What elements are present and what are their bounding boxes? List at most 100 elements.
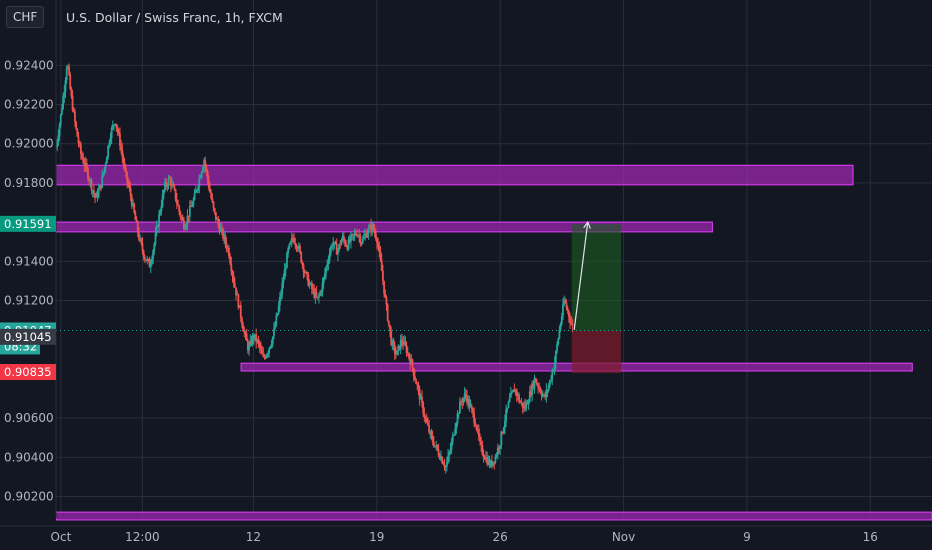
candle-body-180: [268, 348, 271, 353]
candle-body-351: [470, 405, 473, 409]
candle-body-82: [152, 250, 155, 260]
zone-base[interactable]: [55, 511, 932, 521]
zone-resistance[interactable]: [55, 164, 854, 186]
candle-body-255: [357, 235, 359, 236]
y-tick-label-1: 0.92200: [4, 98, 54, 112]
candle-body-428: [562, 304, 564, 317]
candle-body-124: [201, 167, 204, 172]
candle-body-310: [422, 402, 425, 414]
candle-body-203: [295, 244, 298, 248]
candle-body-120: [197, 186, 200, 190]
candle-body-340: [457, 413, 460, 415]
candle-body-354: [474, 422, 477, 426]
chart-title: U.S. Dollar / Swiss Franc, 1h, FXCM: [66, 10, 283, 25]
candle-body-244: [344, 239, 346, 245]
candle-body-115: [191, 205, 194, 207]
candle-body-317: [430, 431, 433, 437]
candle-body-29: [89, 180, 92, 182]
candle-body-193: [283, 269, 286, 280]
candle-body-416: [547, 385, 550, 391]
y-tick-label-6: 0.90600: [4, 411, 54, 425]
candle-body-130: [209, 187, 211, 193]
candle-body-156: [239, 305, 242, 319]
candle-body-18: [76, 128, 79, 137]
candle-body-109: [184, 228, 187, 230]
candle-body-252: [353, 233, 356, 235]
candle-body-63: [129, 188, 132, 197]
candle-body-378: [502, 427, 505, 434]
candle-body-189: [278, 297, 281, 306]
candle-body-39: [101, 175, 104, 188]
x-axis[interactable]: Oct 12:00 12 19 26 Nov 9 16: [0, 525, 932, 550]
candle-body-318: [431, 436, 434, 442]
y-tick-label-0: 0.92400: [4, 58, 54, 72]
candle-body-22: [81, 154, 83, 158]
candle-body-294: [403, 341, 406, 345]
candle-body-73: [141, 243, 144, 251]
candle-body-19: [77, 136, 80, 144]
candle-body-307: [418, 388, 421, 400]
candle-body-40: [102, 172, 105, 176]
candle-body-84: [154, 233, 157, 244]
candle-body-53: [117, 132, 120, 134]
candle-body-417: [549, 380, 551, 386]
candle-body-146: [228, 247, 230, 257]
candle-body-188: [277, 305, 280, 314]
candle-body-128: [206, 171, 209, 180]
candle-body-55: [120, 146, 123, 150]
candle-body-348: [467, 399, 470, 403]
candle-body-24: [83, 162, 86, 166]
long-position-tool[interactable]: [571, 224, 622, 373]
candle-body-83: [153, 243, 156, 251]
candle-body-223: [319, 291, 322, 296]
candle-body-408: [538, 387, 541, 389]
candle-body-287: [395, 353, 397, 355]
candle-body-103: [177, 203, 179, 206]
currency-button[interactable]: CHF: [6, 6, 45, 28]
candle-body-355: [475, 425, 478, 430]
candle-body-201: [293, 238, 295, 244]
candle-body-12: [69, 74, 72, 89]
candle-body-61: [127, 181, 130, 186]
candle-body-322: [436, 444, 439, 450]
candle-body-212: [306, 271, 309, 275]
candle-body-290: [398, 345, 401, 350]
candle-body-85: [155, 225, 158, 234]
candle-body-427: [560, 316, 563, 324]
x-tick-label-1: 12:00: [125, 530, 160, 544]
candle-body-89: [160, 206, 163, 212]
candle-body-165: [250, 340, 253, 345]
candle-body-37: [98, 185, 101, 190]
candle-body-319: [432, 441, 435, 447]
candle-body-374: [498, 447, 500, 449]
candle-body-421: [553, 362, 556, 371]
candle-body-292: [400, 339, 403, 342]
candle-body-390: [517, 395, 519, 396]
candle-body-135: [215, 212, 217, 220]
candle-body-168: [254, 334, 256, 339]
candle-body-96: [168, 178, 171, 180]
candle-body-242: [341, 236, 344, 241]
candle-body-215: [309, 283, 312, 284]
candle-body-436: [571, 323, 574, 327]
y-axis[interactable]: 0.92400 0.92200 0.92000 0.91800 0.91400 0.912…: [0, 0, 57, 550]
candle-body-153: [236, 294, 239, 296]
candle-body-35: [96, 193, 99, 197]
candle-body-414: [545, 389, 548, 398]
candle-body-389: [515, 389, 518, 396]
candle-body-246: [346, 246, 349, 250]
candle-body-359: [480, 441, 483, 446]
candle-body-403: [532, 383, 535, 388]
candle-body-251: [352, 234, 355, 235]
candle-body-419: [551, 371, 554, 380]
candle-body-274: [379, 251, 382, 261]
candle-body-393: [520, 402, 523, 404]
candle-body-104: [178, 205, 181, 212]
candle-body-293: [402, 341, 404, 345]
y-tick-label-5: 0.91200: [4, 293, 54, 307]
candle-body-382: [507, 401, 510, 408]
candle-body-298: [408, 352, 410, 358]
candle-body-411: [541, 394, 544, 396]
candle-body-391: [518, 395, 521, 402]
